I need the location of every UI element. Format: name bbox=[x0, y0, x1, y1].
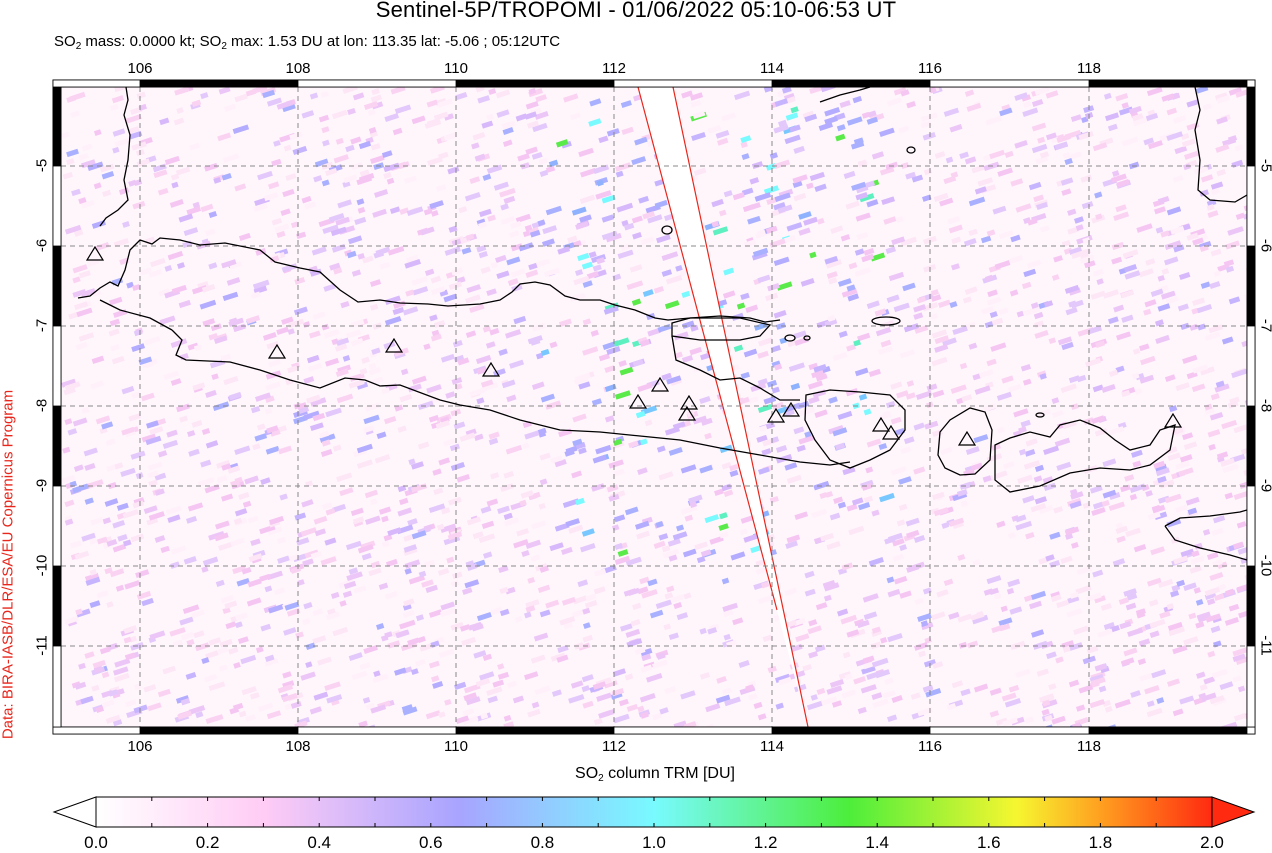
summary-part: max: 1.53 DU at lon: 113.35 lat: -5.06 ;… bbox=[226, 33, 561, 50]
lon-tick-bottom: 112 bbox=[602, 738, 626, 755]
volcano-icon bbox=[384, 337, 404, 353]
colorbar-under-arrow bbox=[52, 796, 97, 828]
volcano-icon bbox=[957, 430, 977, 446]
volcano-icon bbox=[85, 245, 105, 261]
lon-tick-top: 112 bbox=[602, 60, 626, 77]
volcano-markers bbox=[85, 245, 1183, 446]
summary-part: mass: 0.0000 kt; SO bbox=[81, 33, 222, 50]
volcano-icon bbox=[871, 416, 891, 432]
volcano-icon bbox=[267, 343, 287, 359]
colorbar-tick-label: 0.2 bbox=[195, 833, 220, 852]
cb-title-part: SO bbox=[575, 765, 599, 782]
volcano-icon bbox=[650, 376, 670, 392]
colorbar-tick-label: 2.0 bbox=[1200, 833, 1224, 852]
colorbar-tick-label: 1.0 bbox=[642, 833, 666, 852]
lon-tick-top: 114 bbox=[760, 60, 784, 77]
so2-summary: SO2 mass: 0.0000 kt; SO2 max: 1.53 DU at… bbox=[54, 33, 560, 52]
swath-edge-left bbox=[637, 86, 778, 611]
lon-tick-bottom: 116 bbox=[918, 738, 942, 755]
lon-tick-bottom: 108 bbox=[285, 738, 311, 755]
lon-tick-top: 118 bbox=[1077, 60, 1101, 77]
summary-part: SO bbox=[54, 33, 76, 50]
lon-tick-top: 110 bbox=[444, 60, 468, 77]
lon-tick-bottom: 118 bbox=[1077, 738, 1101, 755]
colorbar-gradient bbox=[95, 796, 1213, 828]
volcano-icon bbox=[1163, 412, 1183, 428]
summary-subscript: 2 bbox=[221, 41, 227, 52]
graticule bbox=[61, 87, 1247, 727]
colorbar-tick-label: 1.2 bbox=[753, 833, 778, 852]
volcano-icon bbox=[781, 401, 801, 417]
cb-title-subscript: 2 bbox=[598, 773, 604, 784]
lon-tick-bottom: 106 bbox=[127, 738, 153, 755]
colorbar bbox=[52, 796, 1256, 828]
colorbar-tick-label: 0.0 bbox=[84, 833, 108, 852]
lon-tick-top: 108 bbox=[285, 60, 311, 77]
colorbar-tick-label: 1.8 bbox=[1088, 833, 1113, 852]
map-title: Sentinel-5P/TROPOMI - 01/06/2022 05:10-0… bbox=[375, 0, 897, 22]
lon-tick-bottom: 110 bbox=[444, 738, 468, 755]
volcano-icon bbox=[628, 393, 648, 409]
cb-title-part: column TRM [DU] bbox=[603, 765, 735, 782]
volcano-icon bbox=[481, 361, 501, 377]
volcano-icon bbox=[766, 407, 786, 423]
colorbar-tick-label: 1.6 bbox=[976, 833, 1001, 852]
swath-edge-right bbox=[672, 86, 809, 728]
volcano-icon bbox=[881, 424, 901, 440]
colorbar-over-arrow bbox=[1211, 796, 1256, 828]
colorbar-tick-label: 0.6 bbox=[418, 833, 443, 852]
map-frame bbox=[52, 79, 1256, 735]
lon-tick-top: 116 bbox=[918, 60, 942, 77]
volcano-icon bbox=[677, 405, 697, 421]
lon-tick-top: 106 bbox=[127, 60, 153, 77]
lon-tick-bottom: 114 bbox=[760, 738, 784, 755]
summary-subscript: 2 bbox=[75, 41, 82, 52]
volcano-icon bbox=[679, 394, 699, 410]
colorbar-tick-label: 0.4 bbox=[307, 833, 332, 852]
colorbar-title: SO2 column TRM [DU] bbox=[0, 765, 1272, 784]
colorbar-tick-label: 1.4 bbox=[865, 833, 890, 852]
coastlines bbox=[77, 87, 1247, 561]
colorbar-tick-label: 0.8 bbox=[530, 833, 555, 852]
so2-pixel-layer bbox=[61, 87, 1247, 727]
